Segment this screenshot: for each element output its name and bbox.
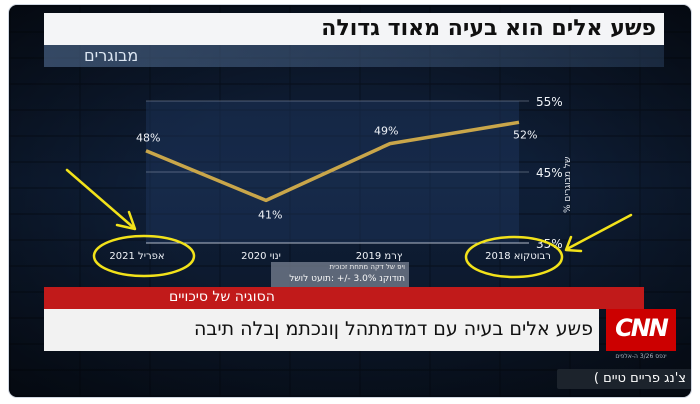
plot-area	[146, 101, 519, 243]
margin-note-line1: ויפ של דקה מתחת זכוכית	[329, 263, 405, 271]
y-tick-label: 45%	[536, 166, 563, 180]
x-tick-label: רבוטקוא 2018	[485, 251, 551, 262]
series-line	[145, 120, 520, 203]
y-axis-label: % של מבוגרים	[563, 156, 573, 214]
program-tag-text: צ'נג פריים טיים )	[593, 371, 686, 386]
highlight-circle-right	[464, 235, 564, 279]
arrow-left-shaft	[65, 168, 136, 230]
topic-banner: הסוגיה של סיכויים	[44, 287, 644, 309]
x-tick-label: ינוי 2020	[241, 251, 281, 262]
arrow-right-head	[564, 235, 583, 253]
margin-of-error-box: ויפ של דקה מתחת זכוכית תודוקנ 3.0% -/+ :…	[271, 262, 409, 288]
headline-text: פשע אלים הוא בעיה מאוד גדולה	[321, 16, 656, 41]
pollster-label: מבוגרים	[84, 46, 139, 65]
program-tag: צ'נג פריים טיים )	[557, 369, 691, 389]
caption-banner: פשע אלים בעיה עם דמדמתהל ןונכתמ ןבלה תיב…	[44, 309, 599, 351]
video-frame: פשע אלים הוא בעיה מאוד גדולה מבוגרים 55%…	[9, 5, 691, 397]
x-tick-label: אפריל 2021	[109, 251, 164, 262]
caption-banner-text: פשע אלים בעיה עם דמדמתהל ןונכתמ ןבלה תיב…	[193, 318, 593, 340]
cnn-logo: CNN	[606, 309, 676, 351]
highlight-circle-left	[92, 234, 196, 278]
y-tick-label: 55%	[536, 95, 563, 109]
network-subtext: ינפס 3/26 ה-אלפים	[615, 353, 667, 360]
data-label: 52%	[513, 128, 537, 141]
line-chart: 55%45%35%48%41%49% 52%אפריל 2021 ינוי 2020…	[65, 95, 633, 279]
x-tick-label: ץרמ 2019	[356, 251, 402, 262]
data-label: 48%	[136, 132, 160, 145]
arrow-left-head	[115, 210, 137, 231]
data-label: 41%	[258, 208, 282, 221]
topic-banner-text: הסוגיה של סיכויים	[169, 289, 275, 305]
margin-note-line2: תודוקנ 3.0% -/+ :תועט לושל	[289, 274, 405, 284]
pollster-bar: מבוגרים	[44, 45, 664, 67]
headline-bar: פשע אלים הוא בעיה מאוד גדולה	[44, 13, 664, 45]
data-label: 49%	[374, 125, 398, 138]
arrow-right-shaft	[565, 213, 633, 251]
cnn-logo-text: CNN	[615, 314, 669, 342]
